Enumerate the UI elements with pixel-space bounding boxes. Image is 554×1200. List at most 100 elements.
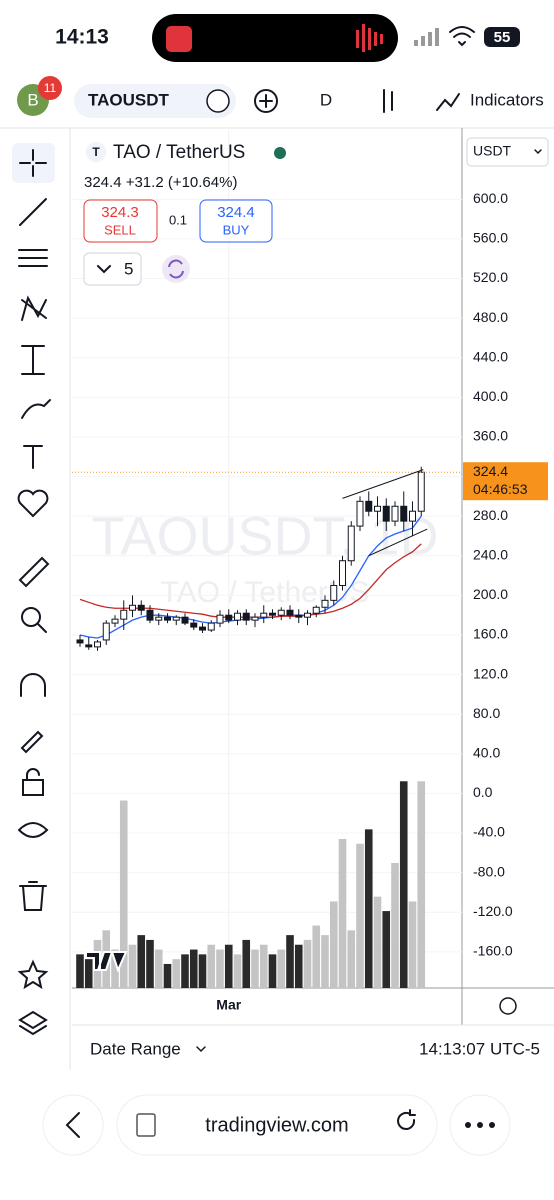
signal: [414, 28, 439, 46]
sell-button[interactable]: [83, 199, 158, 243]
currency-select[interactable]: [466, 137, 549, 167]
back-button[interactable]: [42, 1094, 104, 1156]
volume-bar: [84, 959, 93, 988]
drawing-tools[interactable]: [17, 149, 51, 1036]
badge: [38, 76, 62, 100]
volume-bar: [172, 959, 181, 988]
y-tick-label: 440.0: [473, 348, 508, 364]
candle-body: [347, 525, 355, 562]
volume-bar: [181, 954, 189, 988]
candle-body: [295, 614, 303, 618]
volume-bar: [408, 901, 417, 988]
candle-body: [216, 614, 224, 624]
candle-body: [269, 612, 276, 616]
candle-body: [207, 622, 215, 631]
volume-bar: [224, 944, 233, 988]
plot: [72, 130, 462, 988]
candle-body: [199, 626, 206, 631]
volume-bar: [399, 781, 408, 988]
candle-type[interactable]: [383, 89, 393, 113]
battery-level: 55: [494, 29, 511, 46]
date-range[interactable]: Date Range: [90, 1039, 181, 1058]
volume-bar: [391, 863, 399, 988]
volume-bar: [347, 930, 356, 988]
candle-body: [225, 614, 233, 621]
candle-body: [365, 500, 373, 512]
reload[interactable]: [397, 1109, 416, 1130]
watermark-name: TAO / TetherUS: [161, 576, 370, 609]
candle-body: [181, 616, 189, 624]
sync-icon: [168, 259, 184, 279]
candle-body: [102, 622, 110, 641]
clock: 14:13:07 UTC-5: [419, 1039, 540, 1058]
x-tick-label: Mar: [216, 997, 241, 1013]
dynamic-island: [152, 14, 398, 62]
candle-body: [94, 641, 101, 648]
badge-count: 11: [44, 81, 57, 95]
price-label-box: [463, 462, 548, 501]
audio-wave: [356, 24, 383, 52]
candle-body: [382, 505, 390, 522]
y-tick-label: 480.0: [473, 309, 508, 325]
candle-body: [137, 604, 145, 611]
volume-bar: [154, 949, 163, 988]
settings-icon[interactable]: [499, 997, 517, 1015]
volume-bar: [259, 944, 268, 988]
candle-body: [120, 609, 128, 620]
volume-bar: [364, 829, 373, 988]
symbol-name: TAO / TetherUS: [113, 142, 245, 163]
volume-bar: [198, 954, 207, 988]
candle-body: [356, 500, 364, 527]
volume-bar: [321, 935, 329, 988]
y-tick-label: 560.0: [473, 230, 508, 246]
candle-body: [277, 609, 285, 616]
buy-button[interactable]: [199, 199, 273, 243]
add-button[interactable]: [254, 89, 278, 113]
candle-body: [260, 612, 268, 618]
candle-body: [85, 644, 93, 648]
volume-bar: [277, 949, 286, 988]
volume-bar: [312, 925, 321, 988]
y-tick-label: 0.0: [473, 784, 493, 800]
candle-body: [129, 604, 136, 611]
indicators-icon[interactable]: [436, 93, 460, 111]
wifi: [449, 26, 475, 47]
tool-active[interactable]: [12, 143, 55, 183]
volume-bar: [216, 949, 224, 988]
symbol-search[interactable]: [74, 84, 236, 118]
chevron: [534, 149, 542, 155]
y-tick-label: 120.0: [473, 665, 508, 681]
candle-body: [242, 612, 250, 621]
volume-bar: [146, 939, 154, 988]
svg-text:T: T: [92, 145, 100, 159]
interval[interactable]: D: [320, 90, 332, 109]
candle-body: [330, 584, 338, 601]
indicators[interactable]: Indicators: [470, 90, 544, 109]
volume-bar: [373, 896, 382, 988]
url: tradingview.com: [205, 1114, 348, 1136]
url-bar[interactable]: [116, 1094, 438, 1156]
collapse-button[interactable]: [83, 252, 142, 286]
candle-body: [312, 606, 320, 614]
volume-bar: [242, 939, 251, 988]
chevron: [97, 265, 111, 274]
candle-body: [409, 510, 416, 522]
moving-average: [79, 543, 422, 618]
volume-bar: [119, 800, 128, 988]
sync-button[interactable]: [162, 255, 190, 283]
status-time: 14:13: [55, 26, 109, 49]
volume-bar: [382, 911, 391, 988]
y-tick-label: 400.0: [473, 388, 508, 404]
volume-bar: [207, 944, 216, 988]
volume-bar: [189, 949, 198, 988]
candle-body: [190, 622, 198, 628]
symbol: TAOUSDT: [88, 90, 170, 109]
logo: [86, 142, 106, 162]
diamond-icon[interactable]: [206, 89, 230, 113]
plus: [259, 94, 273, 108]
volume-bar: [356, 843, 364, 988]
candle-body: [164, 616, 171, 621]
volume-bar: [233, 954, 242, 988]
volume-bar: [329, 901, 338, 988]
